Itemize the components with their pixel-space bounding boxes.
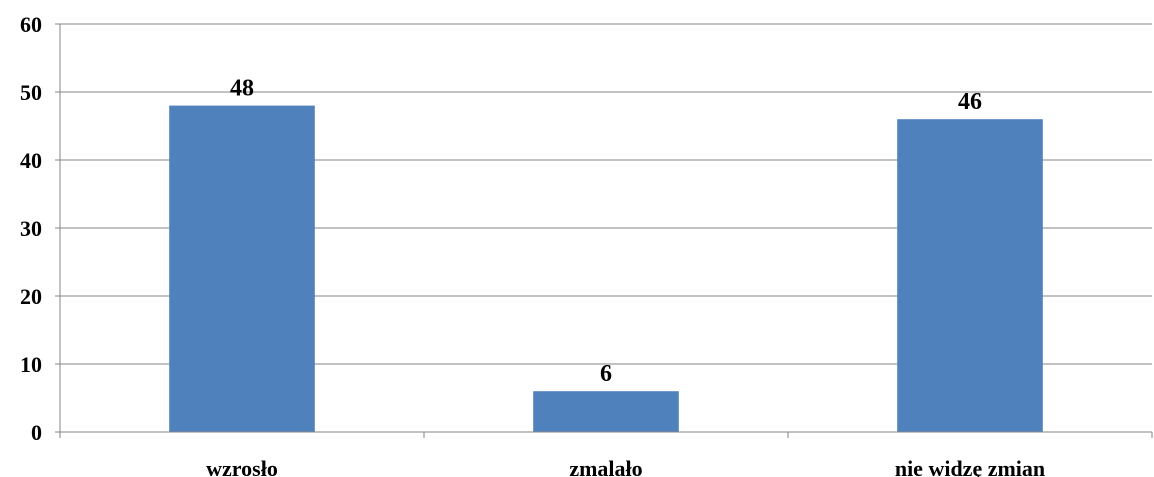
category-label-3: nie widzę zmian — [895, 456, 1045, 477]
y-tick-label-30: 30 — [20, 216, 42, 241]
y-tick-label-60: 60 — [20, 12, 42, 37]
y-tick-label-50: 50 — [20, 80, 42, 105]
x-axis-categories: wzrosło zmalało nie widzę zmian — [206, 456, 1045, 477]
y-axis-ticks: 0 10 20 30 40 50 60 — [20, 12, 60, 445]
data-label-2: 6 — [600, 361, 612, 387]
data-label-1: 48 — [230, 76, 254, 102]
y-tick-label-0: 0 — [31, 420, 42, 445]
y-tick-label-10: 10 — [20, 352, 42, 377]
y-tick-label-40: 40 — [20, 148, 42, 173]
bar-1 — [169, 105, 315, 432]
bar-3 — [897, 119, 1043, 432]
axes — [59, 24, 1153, 438]
data-label-3: 46 — [958, 89, 982, 115]
category-label-2: zmalało — [569, 456, 642, 477]
bars — [169, 105, 1043, 432]
category-label-1: wzrosło — [206, 456, 278, 477]
bar-2 — [533, 391, 679, 432]
y-tick-label-20: 20 — [20, 284, 42, 309]
data-labels: 48 6 46 — [230, 76, 982, 388]
